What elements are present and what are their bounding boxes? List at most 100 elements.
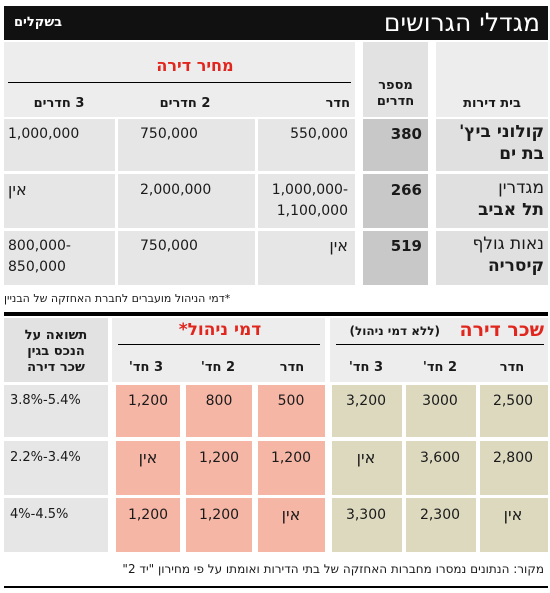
b-row2-rent-two-cell xyxy=(406,441,476,495)
b-row1-return: 3.8%-5.4% xyxy=(10,393,81,408)
b-row1-mgmt-room-cell xyxy=(258,385,325,437)
b-row2-return-cell xyxy=(4,441,108,495)
row1-two-value: 750,000 xyxy=(140,126,198,142)
row3-rooms-cell xyxy=(363,231,428,285)
mgmt-header: דמי ניהול* xyxy=(178,320,262,340)
rent-col-two: 2 חד' xyxy=(422,360,458,375)
price-group-header: מחיר דירה xyxy=(156,56,234,75)
b-row2-mgmt-three: אין xyxy=(138,448,158,467)
row2-rooms-value: 266 xyxy=(390,181,422,199)
b-row1-rent-room: 2,500 xyxy=(492,393,534,409)
rent-group-rule xyxy=(336,344,544,345)
row2-three-cell xyxy=(4,174,115,228)
b-row3-mgmt-two-cell xyxy=(186,498,252,552)
row1-three-cell xyxy=(4,119,115,171)
b-row1-mgmt-room: 500 xyxy=(277,393,305,409)
row3-two-value: 750,000 xyxy=(140,238,198,254)
title-bar: מגדלי הגרושים בשקלים xyxy=(4,6,548,40)
row2-room-value-line2: 1,100,000 xyxy=(276,203,348,219)
price-header-bg xyxy=(4,42,355,117)
b-row3-rent-room: אין xyxy=(503,505,523,524)
b-row2-mgmt-room: 1,200 xyxy=(270,450,312,466)
row3-three-cell xyxy=(4,231,115,285)
row1-room-value: 550,000 xyxy=(290,126,348,142)
row3-three-value-line2: 850,000 xyxy=(8,259,66,275)
b-row2-rent-three: אין xyxy=(356,448,376,467)
row3-name-line1: נאות גולף xyxy=(472,234,544,254)
col-header-project: בית דירות xyxy=(463,96,521,111)
row2-name-line2: תל אביב xyxy=(478,200,544,220)
row3-name-cell xyxy=(436,231,548,285)
col-header-three-rooms: 3 חדרים xyxy=(33,96,85,111)
row2-room-cell xyxy=(258,174,355,228)
mgmt-header-bg xyxy=(112,318,325,382)
mgmt-col-three: 3 חד' xyxy=(128,360,164,375)
b-row3-rent-three-cell xyxy=(332,498,402,552)
rent-col-room: חדר xyxy=(499,360,525,375)
source-note: מקור: הנתונים נמסרו מחברות האחזקה של בתי… xyxy=(122,562,544,576)
price-group-rule xyxy=(8,82,351,83)
row1-name-line2: בת ים xyxy=(499,144,544,164)
b-row2-mgmt-three-cell xyxy=(116,441,180,495)
b-row1-mgmt-three-cell xyxy=(116,385,180,437)
bottom-rule xyxy=(4,586,548,588)
row3-rooms-value: 519 xyxy=(390,237,422,255)
b-row1-mgmt-two: 800 xyxy=(205,393,233,409)
mgmt-col-room: חדר xyxy=(279,360,305,375)
rent-col-three: 3 חד' xyxy=(348,360,384,375)
rent-header-bg xyxy=(330,318,548,382)
b-row2-rent-room: 2,800 xyxy=(492,450,534,466)
rooms-count-label: מספר חדרים xyxy=(376,78,415,109)
b-row1-mgmt-two-cell xyxy=(186,385,252,437)
b-row2-rent-room-cell xyxy=(480,441,548,495)
b-row2-rent-two: 3,600 xyxy=(419,450,461,466)
row1-three-value: 1,000,000 xyxy=(8,126,80,142)
unit-label: בשקלים xyxy=(14,15,63,30)
project-header-bg xyxy=(436,42,548,117)
b-row1-rent-two: 3000 xyxy=(422,393,458,409)
b-row2-mgmt-room-cell xyxy=(258,441,325,495)
b-row3-rent-three: 3,300 xyxy=(345,507,387,523)
row2-name-cell xyxy=(436,174,548,228)
b-row3-return-cell xyxy=(4,498,108,552)
row1-room-cell xyxy=(258,119,355,171)
return-header-line1: תשואה על xyxy=(24,328,88,343)
row2-two-value: 2,000,000 xyxy=(140,182,212,198)
row1-rooms-cell xyxy=(363,119,428,171)
return-header-line3: שכר דירה xyxy=(27,360,85,375)
b-row1-rent-room-cell xyxy=(480,385,548,437)
rooms-header-bg xyxy=(363,42,428,117)
b-row3-mgmt-three-cell xyxy=(116,498,180,552)
b-row3-rent-two-cell xyxy=(406,498,476,552)
row2-rooms-cell xyxy=(363,174,428,228)
col-header-two-rooms: 2 חדרים xyxy=(159,96,211,111)
section-divider xyxy=(4,312,548,316)
col-header-rooms-count: מספר חדרים xyxy=(363,78,428,110)
row1-two-cell xyxy=(118,119,255,171)
b-row2-mgmt-two: 1,200 xyxy=(198,450,240,466)
row3-three-value-line1: 800,000- xyxy=(8,238,71,254)
row3-two-cell xyxy=(118,231,255,285)
row3-room-cell xyxy=(258,231,355,285)
row1-name-cell xyxy=(436,119,548,171)
row3-name-line2: קיסריה xyxy=(488,256,544,276)
row2-room-value-line1: 1,000,000- xyxy=(271,182,348,198)
b-row2-return: 2.2%-3.4% xyxy=(10,450,81,465)
b-row1-rent-three-cell xyxy=(332,385,402,437)
row2-three-value: אין xyxy=(8,180,27,199)
row2-name-line1: מגדרין xyxy=(498,178,544,198)
return-header-bg xyxy=(4,318,108,382)
b-row3-mgmt-room: אין xyxy=(281,505,301,524)
b-row2-mgmt-two-cell xyxy=(186,441,252,495)
b-row3-rent-two: 2,300 xyxy=(419,507,461,523)
b-row3-mgmt-three: 1,200 xyxy=(127,507,169,523)
mgmt-group-rule xyxy=(118,344,320,345)
b-row1-rent-three: 3,200 xyxy=(345,393,387,409)
row1-rooms-value: 380 xyxy=(390,125,422,143)
rent-subheader: (ללא דמי ניהול) xyxy=(349,324,440,338)
b-row1-rent-two-cell xyxy=(406,385,476,437)
b-row3-mgmt-room-cell xyxy=(258,498,325,552)
b-row2-rent-three-cell xyxy=(332,441,402,495)
return-header-line2: הנכס בגין xyxy=(27,344,85,359)
b-row1-return-cell xyxy=(4,385,108,437)
